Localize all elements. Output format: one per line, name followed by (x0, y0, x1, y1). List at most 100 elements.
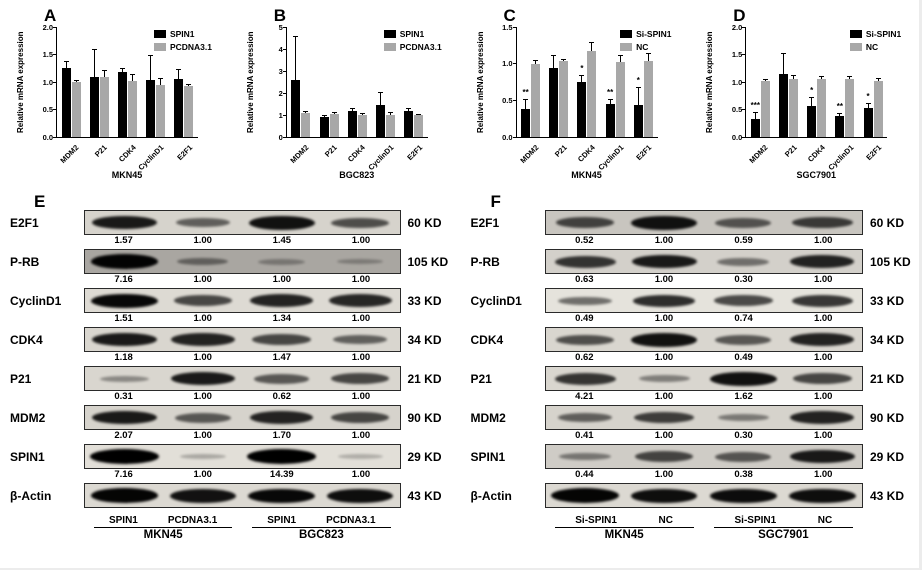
blot-strip: 0.52 1.00 0.59 1.00 (544, 210, 863, 247)
protein-band (789, 488, 856, 503)
band-value: 1.00 (654, 469, 674, 480)
y-tick-label: 3 (278, 66, 283, 76)
y-tick-label: 1 (278, 110, 283, 120)
blot-row-p-rb: P-RB 7.16 1.00 1.00 1.00 105 KD (10, 249, 457, 286)
blot-strip: 1.57 1.00 1.45 1.00 (84, 210, 401, 247)
bar-group-p21 (779, 28, 799, 137)
protein-label: CyclinD1 (10, 294, 62, 308)
error-bar-cap (837, 113, 843, 115)
blot-lane-4 (321, 367, 400, 390)
legend-item-pcdna3.1: PCDNA3.1 (153, 42, 212, 52)
spacer (401, 515, 457, 528)
error-bar (561, 59, 567, 62)
band-value: 1.00 (193, 352, 212, 363)
y-tick-label: 2.0 (731, 22, 743, 32)
bar-spin1-e2f1 (404, 107, 414, 137)
error-bar-cap (617, 54, 623, 56)
blot-lane-4 (783, 367, 862, 390)
bar-nc-cdk4 (587, 41, 597, 137)
protein-band (331, 373, 390, 384)
legend-swatch (153, 43, 166, 51)
molecular-weight-label: 105 KD (870, 255, 911, 269)
panel-letter-c: C (503, 6, 516, 25)
spacer (10, 515, 84, 528)
blot-panel-e: E E2F1 1.57 1.00 1.45 1.00 60 KD P-RB 7.16 1.00 1.… (0, 192, 457, 570)
error-bar-cap (645, 52, 651, 54)
error-bar (349, 107, 355, 111)
band-value: 0.49 (575, 313, 594, 324)
protein-band (92, 216, 157, 229)
y-axis-label: Relative mRNA expression (475, 31, 485, 133)
bar-pcdna3.1-cyclind1 (156, 78, 166, 137)
error-bar (762, 78, 768, 81)
band-value: 1.00 (654, 391, 674, 402)
lane-label: SPIN1 (267, 515, 297, 526)
protein-band (717, 414, 770, 421)
blot-row-p21: P21 0.31 1.00 0.62 1.00 21 KD (10, 366, 457, 403)
bar-group-cyclind1 (146, 28, 166, 137)
molecular-weight-label: 33 KD (870, 294, 905, 308)
blot-lane-4 (321, 289, 400, 312)
blot-row-cyclind1: CyclinD1 0.49 1.00 0.74 1.00 33 KD (471, 288, 920, 325)
x-tick-label-p21: P21 (93, 143, 109, 159)
legend-swatch (383, 30, 396, 38)
y-axis-label: Relative mRNA expression (705, 31, 715, 133)
blot-lane-2 (164, 367, 243, 390)
lane-group-1: SPIN1 PCDNA3.1 (94, 515, 233, 528)
y-tick-label: 2 (278, 88, 283, 98)
blot-strip: 4.21 1.00 1.62 1.00 (544, 366, 863, 403)
protein-band (170, 372, 236, 385)
band-value: 1.00 (351, 430, 371, 441)
error-bar (406, 107, 412, 111)
error-bar (819, 75, 825, 80)
protein-band (171, 333, 235, 346)
band-value: 1.00 (351, 313, 371, 324)
protein-band (175, 412, 231, 423)
blot-lane-2 (164, 406, 243, 429)
blot-lane-3 (704, 250, 783, 273)
blot-lane-3 (242, 289, 321, 312)
blot-strip: 0.49 1.00 0.74 1.00 (544, 288, 863, 325)
protein-band (558, 296, 612, 305)
molecular-weight-label: 43 KD (407, 489, 442, 503)
error-bar (73, 80, 79, 82)
protein-label: MDM2 (470, 411, 506, 425)
x-tick-label-p21: P21 (552, 143, 569, 159)
blot-row-spin1: SPIN1 7.16 1.00 14.39 1.00 29 KD (10, 444, 457, 481)
error-bar (186, 83, 192, 87)
molecular-weight-label: 60 KD (407, 216, 442, 230)
bar-pcdna3.1-e2f1 (414, 113, 424, 137)
blot-lane-3 (704, 328, 783, 351)
blot-lane-4 (321, 328, 400, 351)
bar-pcdna3.1-e2f1 (184, 83, 194, 137)
bar-nc-cyclind1 (615, 54, 625, 137)
band-value: 1.00 (193, 274, 212, 285)
error-bar (63, 60, 69, 69)
bar-pcdna3.1-cyclind1 (385, 112, 395, 137)
y-tick-mark (282, 114, 287, 116)
cell-line-label: MKN45 (604, 529, 644, 541)
error-bar-cap (158, 78, 164, 80)
molecular-weight-label: 29 KD (407, 450, 442, 464)
lane-label: SPIN1 (108, 515, 138, 526)
molecular-weight-label: 60 KD (870, 216, 905, 230)
blot-image (544, 366, 863, 391)
bar-group-p21 (549, 28, 569, 137)
cell-line-label: BGC823 (299, 529, 344, 541)
x-tick-label-cyclind1: CyclinD1 (596, 143, 626, 173)
blot-lane-4 (783, 406, 862, 429)
bar-nc-e2f1 (643, 52, 653, 137)
band-value: 0.31 (114, 391, 133, 402)
bar-chart-panel-c: C Relative mRNA expression 0.0 0.5 1.0 1.5 ** *… (460, 4, 690, 190)
bar-si-spin1-cdk4: * (577, 64, 587, 137)
protein-label: P21 (470, 372, 492, 386)
protein-band (90, 449, 159, 464)
significance-marker: *** (750, 101, 761, 111)
x-tick-labels: MDM2 P21 CDK4 CyclinD1 E2F1 (56, 140, 198, 172)
lane-group-2: SPIN1 PCDNA3.1 (252, 515, 391, 528)
protein-band (99, 375, 149, 382)
error-bar (791, 75, 797, 79)
bar-group-e2f1: * (633, 28, 653, 137)
blot-image (84, 483, 401, 508)
protein-band (180, 454, 226, 459)
